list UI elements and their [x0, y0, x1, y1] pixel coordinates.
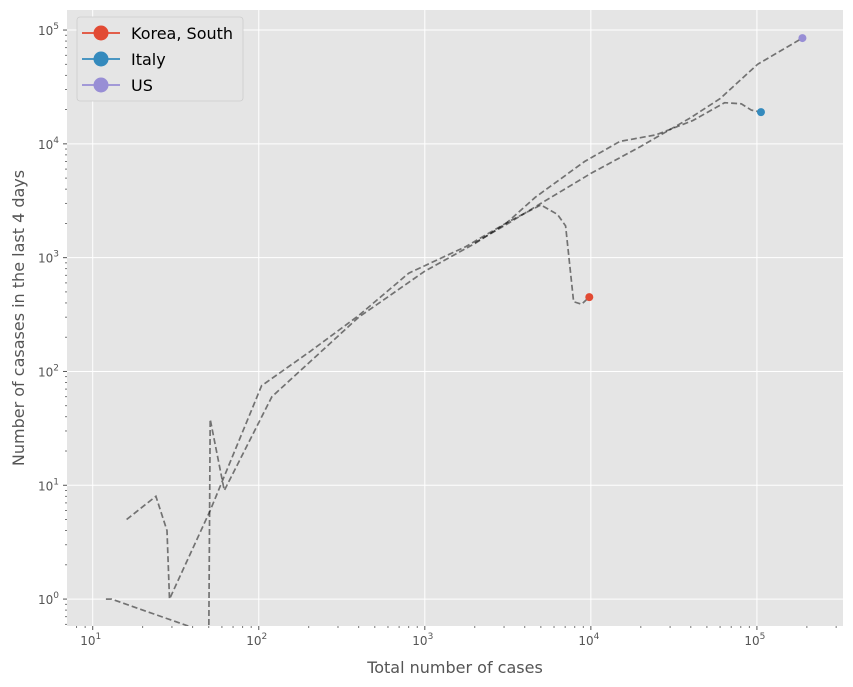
axis-ticks: 101 102 103 104 105 100 101 102 103 104 105 — [38, 22, 837, 648]
y-axis-label: Number of casases in the last 4 days — [9, 170, 28, 466]
series-line-2 — [474, 37, 803, 244]
data-lines — [105, 37, 803, 626]
series-line-1 — [105, 101, 762, 626]
x-tick-label: 103 — [412, 632, 433, 648]
x-tick-label: 105 — [744, 632, 765, 648]
series-line-0 — [126, 204, 590, 600]
legend-label-0: Korea, South — [131, 24, 233, 43]
grid — [67, 10, 843, 626]
legend-marker-1 — [93, 51, 109, 67]
legend-label-1: Italy — [131, 50, 166, 69]
y-tick-label: 101 — [38, 477, 59, 493]
plot-area — [67, 10, 843, 626]
x-tick-label: 104 — [578, 632, 599, 648]
series-end-marker-2 — [798, 34, 807, 43]
y-tick-label: 103 — [38, 250, 59, 266]
series-end-marker-1 — [756, 108, 765, 117]
x-tick-label: 101 — [80, 632, 101, 648]
plot-background — [67, 10, 843, 626]
y-tick-label: 102 — [38, 363, 59, 379]
x-axis-label: Total number of cases — [366, 658, 543, 677]
y-tick-label: 105 — [38, 22, 59, 38]
y-tick-label: 104 — [38, 136, 59, 152]
series-end-marker-0 — [585, 293, 594, 302]
end-markers — [585, 34, 807, 302]
x-tick-label: 102 — [246, 632, 267, 648]
y-tick-label: 100 — [38, 591, 59, 607]
legend-marker-0 — [93, 25, 109, 41]
legend-label-2: US — [131, 76, 153, 95]
legend: Korea, South Italy US — [76, 16, 244, 102]
legend-box — [76, 16, 244, 102]
legend-marker-2 — [93, 77, 109, 93]
